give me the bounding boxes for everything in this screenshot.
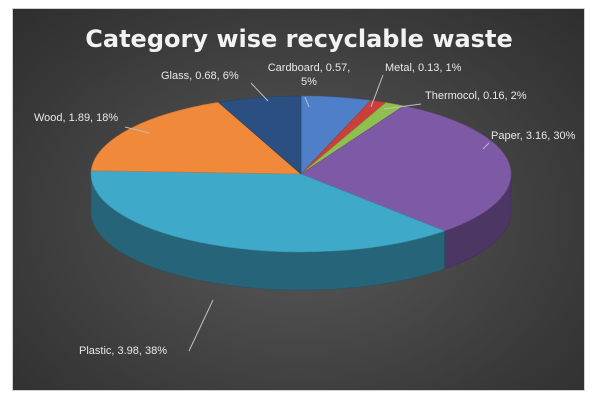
- data-label-glass: Glass, 0.68, 6%: [161, 70, 239, 82]
- pie-chart: Category wise recyclable waste Cardboard…: [34, 25, 576, 357]
- leader-line-metal: [370, 74, 384, 108]
- data-label-plastic: Plastic, 3.98, 38%: [79, 345, 167, 357]
- data-label-wood: Wood, 1.89, 18%: [34, 112, 118, 124]
- pie-slice-plastic: [90, 170, 446, 253]
- leader-line-thermocol: [383, 103, 422, 110]
- data-label-thermocol: Thermocol, 0.16, 2%: [425, 90, 527, 102]
- leader-line-plastic: [188, 299, 214, 352]
- data-label-cardboard: Cardboard, 0.57,: [268, 62, 351, 74]
- pie-slice-glass: [217, 95, 302, 175]
- leader-line-wood: [124, 126, 150, 134]
- pie-slice-wood: [90, 101, 302, 175]
- chart-area: Category wise recyclable waste Cardboard…: [12, 8, 585, 391]
- pie-slice-paper: [300, 105, 512, 232]
- leader-line-cardboard: [304, 96, 310, 108]
- data-label-cardboard: 5%: [301, 76, 317, 88]
- chart-title: Category wise recyclable waste: [85, 25, 512, 53]
- leader-line-glass: [250, 82, 269, 102]
- data-label-paper: Paper, 3.16, 30%: [491, 130, 576, 142]
- leader-line-paper: [482, 142, 490, 150]
- data-label-metal: Metal, 0.13, 1%: [385, 62, 462, 74]
